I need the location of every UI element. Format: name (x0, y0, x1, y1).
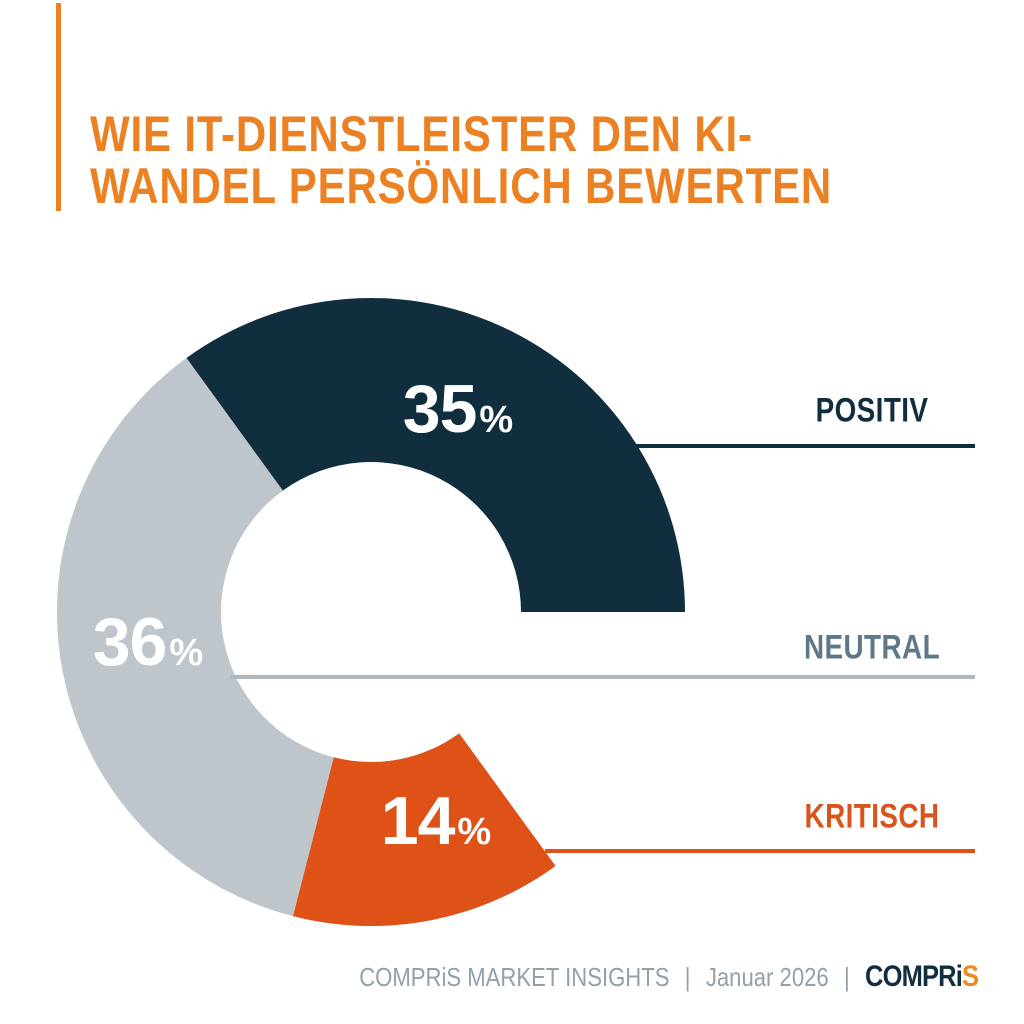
page-title: WIE IT-DIENSTLEISTER DEN KI- WANDEL PERS… (90, 108, 832, 212)
percent-label-kritisch: 14 % (381, 782, 491, 860)
footer-brand-line: COMPRiS MARKET INSIGHTS (359, 961, 670, 992)
legend-label-positiv: POSITIV (815, 391, 929, 430)
percent-value-positiv: 35 (402, 371, 478, 447)
percent-unit-neutral: % (169, 632, 204, 674)
legend-label-neutral: NEUTRAL (803, 628, 941, 667)
percent-value-kritisch: 14 (380, 783, 456, 859)
percent-unit-positiv: % (479, 399, 514, 441)
title-accent-bar (56, 3, 61, 211)
page-title-line1: WIE IT-DIENSTLEISTER DEN KI- (90, 106, 753, 162)
donut-segment-kritisch (292, 733, 556, 927)
leader-line-neutral (230, 675, 975, 679)
footer: COMPRiS MARKET INSIGHTS | Januar 2026 | … (359, 958, 979, 996)
leader-line-kritisch (545, 849, 975, 853)
page-title-line2: WANDEL PERSÖNLICH BEWERTEN (90, 158, 833, 214)
donut-segment-neutral (56, 357, 334, 917)
compris-logo: COMPRiS (864, 960, 979, 994)
percent-unit-kritisch: % (457, 811, 492, 853)
footer-separator-1: | (684, 961, 691, 992)
leader-line-positiv (600, 444, 975, 448)
donut-segment-positiv (186, 298, 685, 612)
percent-value-neutral: 36 (92, 604, 168, 680)
footer-date: Januar 2026 (705, 961, 829, 992)
percent-label-positiv: 35 % (403, 370, 513, 448)
donut-segments (56, 298, 685, 927)
percent-label-neutral: 36 % (93, 603, 203, 681)
compris-logo-part2: S (961, 960, 979, 993)
legend-label-kritisch: KRITISCH (804, 797, 940, 836)
compris-logo-part1: COMPRi (864, 960, 963, 993)
footer-separator-2: | (843, 961, 850, 992)
